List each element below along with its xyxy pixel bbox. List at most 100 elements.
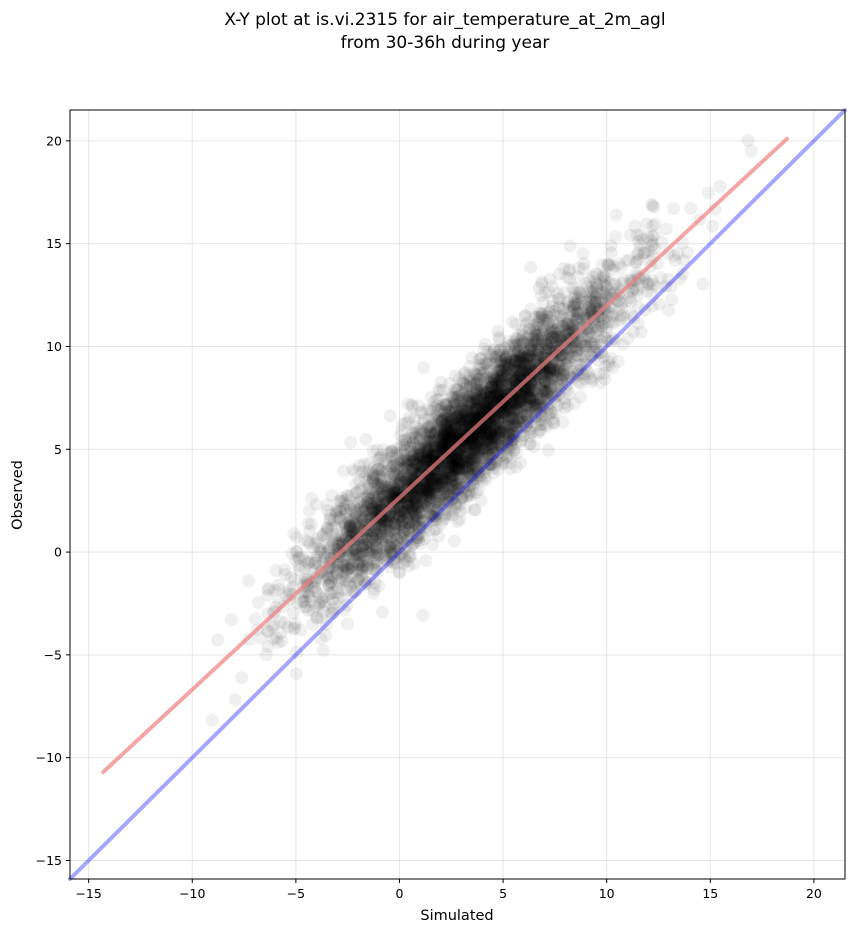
scatter-point xyxy=(489,418,502,432)
scatter-point xyxy=(409,479,423,493)
scatter-point xyxy=(544,360,558,374)
scatter-point xyxy=(556,365,570,379)
scatter-point xyxy=(446,508,459,522)
scatter-point xyxy=(539,338,553,352)
scatter-point xyxy=(616,338,630,352)
scatter-point xyxy=(595,258,609,272)
scatter-point xyxy=(372,547,386,561)
scatter-point xyxy=(454,415,468,429)
scatter-point xyxy=(417,486,431,500)
scatter-point xyxy=(461,446,475,460)
scatter-point xyxy=(347,542,361,556)
scatter-point xyxy=(483,391,496,404)
scatter-point xyxy=(425,428,439,442)
scatter-point xyxy=(580,285,594,299)
scatter-point xyxy=(501,449,515,463)
scatter-point xyxy=(419,440,433,454)
scatter-point xyxy=(281,621,295,634)
scatter-point xyxy=(433,432,447,446)
scatter-point xyxy=(553,364,566,377)
scatter-point xyxy=(448,452,462,466)
scatter-point xyxy=(291,550,305,564)
scatter-point xyxy=(473,471,487,484)
scatter-point xyxy=(301,517,315,530)
scatter-point xyxy=(458,455,472,469)
scatter-point xyxy=(436,468,450,482)
scatter-point xyxy=(474,388,488,402)
scatter-point xyxy=(272,583,286,597)
scatter-point xyxy=(480,401,494,414)
scatter-point xyxy=(427,509,441,523)
scatter-point xyxy=(609,208,623,222)
scatter-point xyxy=(419,554,433,568)
scatter-point xyxy=(407,519,421,533)
scatter-point xyxy=(422,412,436,426)
scatter-point xyxy=(568,290,582,304)
scatter-point xyxy=(523,390,537,404)
scatter-point xyxy=(320,569,334,583)
scatter-point xyxy=(529,353,543,367)
scatter-point xyxy=(406,461,420,475)
scatter-point xyxy=(344,580,358,594)
scatter-point xyxy=(317,643,330,657)
scatter-point xyxy=(570,364,584,378)
scatter-point xyxy=(447,482,461,496)
scatter-point xyxy=(381,510,395,524)
scatter-point xyxy=(457,377,471,391)
scatter-point xyxy=(430,478,444,491)
scatter-point xyxy=(664,280,678,294)
scatter-point xyxy=(474,447,488,461)
scatter-point xyxy=(551,398,565,412)
scatter-point xyxy=(489,423,503,437)
scatter-point xyxy=(400,454,414,468)
scatter-point xyxy=(518,360,532,373)
scatter-point xyxy=(329,527,343,541)
scatter-point xyxy=(552,301,566,315)
scatter-point xyxy=(419,488,433,502)
scatter-point xyxy=(420,475,434,489)
scatter-point xyxy=(467,453,481,467)
scatter-point xyxy=(382,488,396,502)
scatter-point xyxy=(395,472,409,486)
scatter-point xyxy=(397,526,410,540)
scatter-point xyxy=(515,400,529,414)
scatter-point xyxy=(392,542,406,556)
scatter-point xyxy=(510,363,524,377)
scatter-point xyxy=(394,469,408,483)
scatter-point xyxy=(520,353,534,366)
scatter-point xyxy=(509,373,523,387)
scatter-point xyxy=(583,274,597,287)
scatter-point xyxy=(485,458,499,472)
scatter-point xyxy=(503,420,517,434)
scatter-point xyxy=(450,452,464,466)
scatter-point xyxy=(412,534,426,548)
scatter-point xyxy=(425,483,439,497)
scatter-point xyxy=(451,410,465,423)
scatter-point xyxy=(590,287,604,301)
scatter-point xyxy=(473,393,487,407)
scatter-point xyxy=(449,454,463,468)
scatter-point xyxy=(495,406,509,420)
scatter-point xyxy=(483,427,497,441)
scatter-point xyxy=(371,532,385,546)
scatter-point xyxy=(434,401,448,415)
scatter-point xyxy=(524,342,538,355)
scatter-point xyxy=(597,366,611,380)
scatter-point xyxy=(442,490,456,503)
scatter-point xyxy=(349,477,363,491)
scatter-point xyxy=(440,467,454,481)
scatter-point xyxy=(396,500,410,514)
scatter-point xyxy=(414,405,428,419)
scatter-point xyxy=(491,438,505,452)
scatter-point xyxy=(438,429,451,443)
scatter-point xyxy=(461,465,475,479)
scatter-point xyxy=(462,436,476,449)
scatter-point xyxy=(211,633,225,647)
scatter-point xyxy=(645,299,659,313)
scatter-point xyxy=(520,417,534,431)
scatter-point xyxy=(499,370,512,384)
scatter-point xyxy=(522,348,536,362)
scatter-point xyxy=(373,476,386,490)
scatter-point xyxy=(502,419,516,432)
scatter-point xyxy=(421,449,435,463)
